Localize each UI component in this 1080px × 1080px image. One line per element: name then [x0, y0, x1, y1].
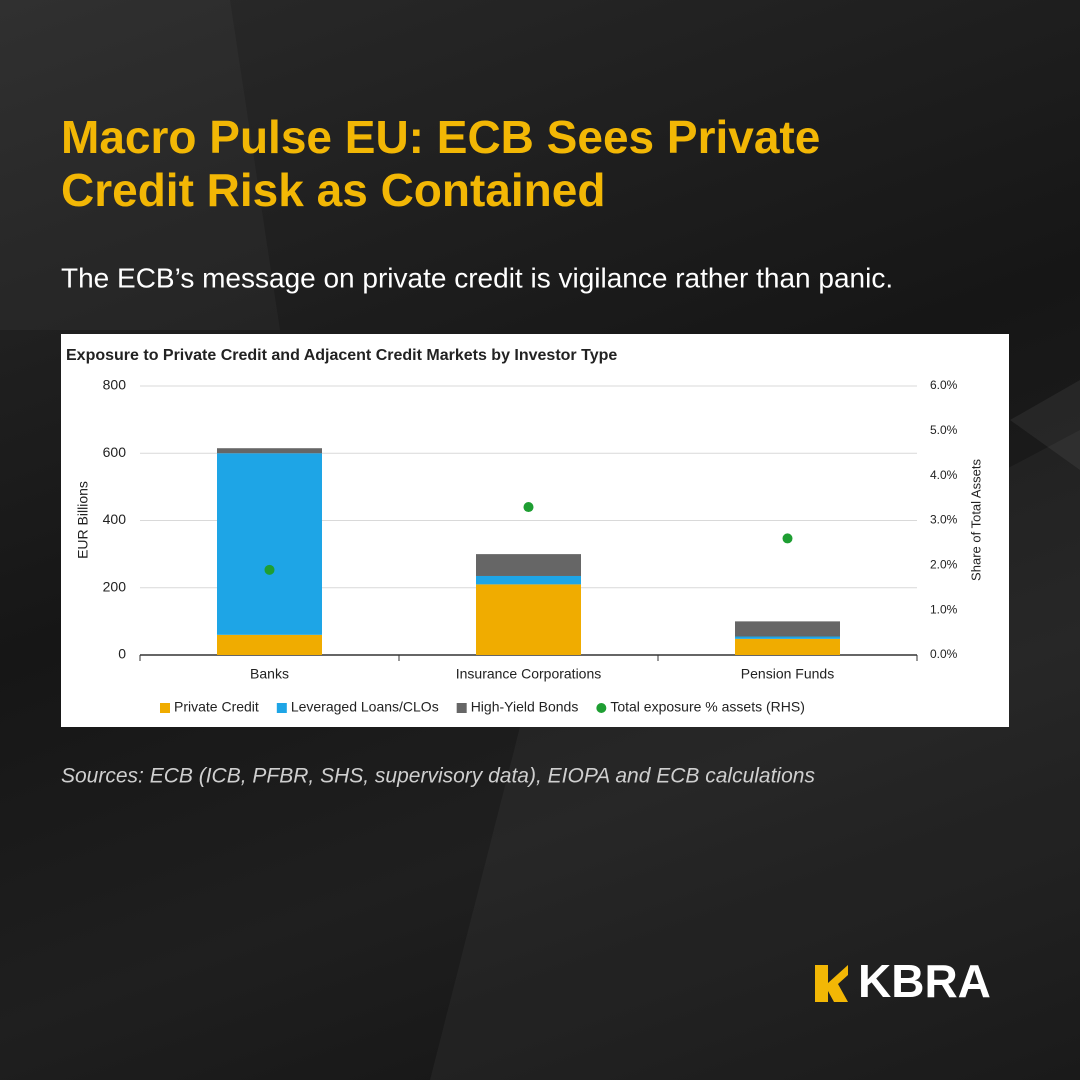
bar-segment: [735, 621, 840, 637]
legend-label: Leveraged Loans/CLOs: [291, 699, 439, 715]
bg-shape: [1010, 380, 1080, 470]
dot: [523, 502, 534, 513]
bar-segment: [217, 634, 322, 655]
bar-segment: [476, 584, 581, 655]
legend-label: Total exposure % assets (RHS): [610, 699, 805, 715]
x-tick-label: Banks: [250, 666, 289, 682]
legend-marker: [596, 703, 607, 713]
y2-tick-label: 5.0%: [930, 423, 958, 437]
y-tick-label: 800: [103, 377, 127, 393]
legend-label: High-Yield Bonds: [471, 699, 579, 715]
legend-marker: [276, 703, 287, 713]
y-tick-label: 0: [118, 646, 126, 662]
dot: [264, 564, 275, 575]
logo: KBRA: [815, 955, 991, 1007]
bar-segment: [217, 448, 322, 454]
x-tick-label: Pension Funds: [741, 666, 834, 682]
y2-tick-label: 4.0%: [930, 468, 958, 482]
y2-axis-label: Share of Total Assets: [968, 459, 983, 581]
bar-segment: [217, 453, 322, 635]
source: Sources: ECB (ICB, PFBR, SHS, supervisor…: [61, 765, 815, 788]
bar-segment: [735, 638, 840, 655]
dot: [782, 533, 793, 544]
y2-tick-label: 0.0%: [930, 647, 958, 661]
y2-tick-label: 1.0%: [930, 602, 958, 616]
bar-segment: [735, 636, 840, 639]
subtitle: The ECB’s message on private credit is v…: [61, 262, 893, 293]
y2-tick-label: 3.0%: [930, 513, 958, 527]
legend-marker: [456, 703, 467, 713]
bar-segment: [476, 554, 581, 576]
y2-tick-label: 6.0%: [930, 378, 958, 392]
legend-marker: [160, 703, 170, 713]
brand: KBRA: [858, 955, 991, 1007]
bar-segment: [476, 575, 581, 585]
y2-tick-label: 2.0%: [930, 558, 958, 572]
title: Macro Pulse EU: ECB Sees Private Credit R…: [61, 111, 820, 216]
y-tick-label: 600: [103, 444, 127, 460]
y-tick-label: 200: [103, 578, 127, 594]
y-axis-label: EUR Billions: [75, 481, 91, 559]
logo-icon: [815, 965, 848, 1002]
y-tick-label: 400: [103, 511, 127, 527]
x-tick-label: Insurance Corporations: [456, 666, 602, 682]
legend-label: Private Credit: [174, 699, 259, 715]
chart-title: Exposure to Private Credit and Adjacent …: [66, 347, 617, 364]
